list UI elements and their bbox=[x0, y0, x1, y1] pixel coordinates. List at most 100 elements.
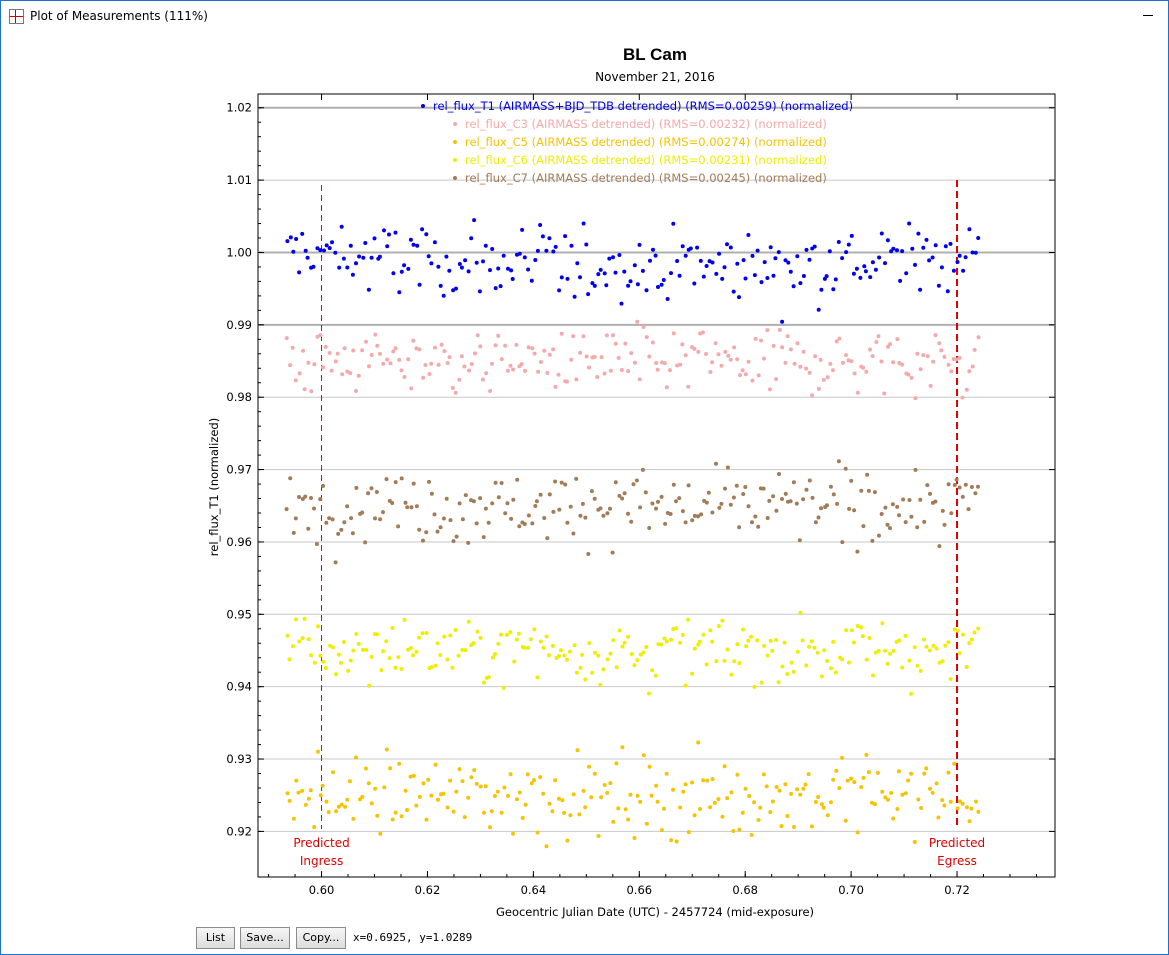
data-point bbox=[373, 516, 377, 521]
data-point bbox=[699, 512, 704, 517]
data-point bbox=[795, 254, 800, 259]
data-point bbox=[328, 643, 333, 648]
data-point bbox=[316, 624, 320, 629]
data-point bbox=[957, 651, 962, 656]
data-point bbox=[762, 260, 767, 265]
data-point bbox=[818, 357, 823, 362]
data-point bbox=[583, 677, 588, 682]
data-point bbox=[619, 301, 624, 306]
data-point bbox=[649, 793, 654, 798]
data-point bbox=[592, 354, 597, 359]
data-point bbox=[776, 250, 781, 255]
data-point bbox=[705, 778, 710, 783]
data-point bbox=[581, 788, 586, 793]
data-point bbox=[436, 362, 441, 367]
data-point bbox=[915, 663, 920, 668]
data-point bbox=[641, 753, 646, 758]
data-point bbox=[768, 245, 773, 250]
data-point bbox=[363, 540, 368, 545]
list-button[interactable]: List bbox=[196, 927, 235, 949]
data-point bbox=[829, 666, 833, 671]
data-point bbox=[969, 485, 974, 489]
minimize-icon[interactable] bbox=[1143, 3, 1167, 27]
legend-entry: rel_flux_C3 (AIRMASS detrended) (RMS=0.0… bbox=[465, 117, 827, 131]
data-point bbox=[556, 654, 561, 658]
data-point bbox=[869, 800, 874, 805]
data-point bbox=[731, 829, 736, 833]
data-point bbox=[467, 368, 471, 373]
data-point bbox=[743, 372, 748, 377]
data-point bbox=[284, 336, 289, 341]
data-point bbox=[849, 628, 854, 633]
data-point bbox=[913, 467, 918, 472]
data-point bbox=[840, 540, 845, 545]
data-point bbox=[334, 672, 338, 677]
data-point bbox=[390, 626, 395, 630]
data-point bbox=[700, 330, 705, 335]
data-point bbox=[836, 240, 841, 244]
data-point bbox=[901, 497, 906, 502]
data-point bbox=[692, 281, 697, 286]
data-point bbox=[661, 278, 666, 282]
data-point bbox=[617, 253, 622, 257]
data-point bbox=[825, 375, 830, 380]
data-point bbox=[306, 637, 311, 642]
data-point bbox=[812, 244, 817, 249]
save-button[interactable]: Save... bbox=[240, 927, 290, 949]
data-point bbox=[287, 798, 292, 803]
axes: 0.92 0.93 0.94 0.95 0.96 0.97 0.98 0.99 1.00 1.01… bbox=[226, 94, 1055, 897]
data-point bbox=[550, 809, 555, 814]
data-point bbox=[508, 630, 513, 635]
data-point bbox=[798, 610, 803, 615]
data-point bbox=[638, 505, 643, 510]
data-point bbox=[963, 255, 968, 260]
data-point bbox=[335, 351, 340, 356]
data-point bbox=[976, 626, 981, 631]
data-point bbox=[300, 636, 305, 641]
data-point bbox=[374, 490, 379, 494]
data-point bbox=[348, 371, 353, 376]
data-point bbox=[385, 244, 390, 249]
data-point bbox=[505, 501, 510, 506]
data-point bbox=[665, 297, 670, 301]
data-point bbox=[530, 346, 535, 351]
data-point bbox=[653, 673, 658, 678]
copy-button[interactable]: Copy... bbox=[296, 927, 346, 949]
data-point bbox=[765, 653, 770, 658]
title-bar[interactable]: Plot of Measurements (111%) bbox=[1, 1, 1168, 31]
data-point bbox=[432, 240, 437, 245]
data-point bbox=[895, 807, 900, 811]
data-point bbox=[955, 260, 960, 264]
data-point bbox=[481, 259, 485, 264]
data-point bbox=[388, 766, 393, 771]
data-point bbox=[503, 343, 508, 348]
data-point bbox=[669, 271, 673, 276]
data-point bbox=[851, 271, 856, 276]
data-point bbox=[399, 667, 404, 671]
data-point bbox=[925, 354, 930, 359]
data-point bbox=[716, 624, 721, 628]
data-point bbox=[855, 830, 860, 835]
data-point bbox=[379, 668, 384, 673]
data-point bbox=[813, 800, 818, 804]
data-point bbox=[520, 227, 525, 232]
data-point bbox=[587, 641, 592, 646]
data-point bbox=[327, 246, 332, 251]
data-point bbox=[867, 636, 872, 640]
data-point bbox=[710, 639, 715, 644]
data-point bbox=[533, 258, 538, 262]
data-point bbox=[835, 501, 840, 506]
data-point bbox=[562, 653, 567, 658]
data-point bbox=[323, 344, 328, 349]
data-point bbox=[572, 643, 577, 648]
data-point bbox=[837, 336, 842, 341]
data-point bbox=[946, 362, 951, 367]
data-point bbox=[759, 338, 764, 343]
data-point bbox=[828, 484, 833, 489]
data-point bbox=[522, 522, 527, 526]
marker-label: Predicted bbox=[929, 836, 985, 850]
data-point bbox=[659, 282, 664, 287]
data-point bbox=[883, 795, 888, 800]
data-point bbox=[342, 520, 347, 525]
data-point bbox=[488, 268, 492, 273]
